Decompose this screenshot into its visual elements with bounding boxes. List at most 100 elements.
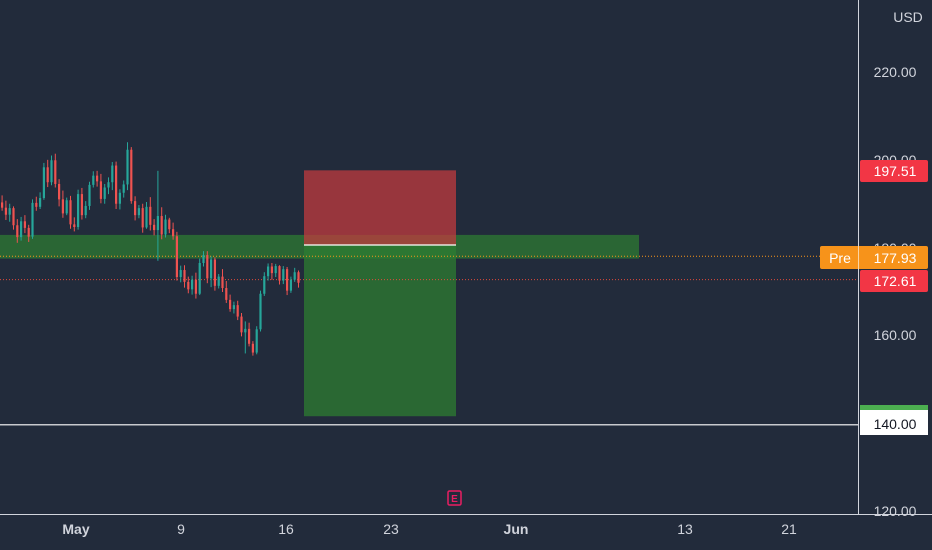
y-tick-220: 220.00 (874, 64, 917, 80)
candle-body (156, 216, 159, 231)
candle-body (259, 293, 262, 330)
last-price-badge: 172.61 (860, 270, 928, 292)
candle-body (118, 192, 121, 204)
svg-text:140.00: 140.00 (874, 416, 917, 432)
currency-label: USD (893, 9, 923, 25)
candle-body (126, 149, 129, 185)
time-axis[interactable]: May 9 16 23 Jun 13 21 (62, 521, 797, 537)
candle-body (23, 221, 26, 228)
candles (1, 142, 300, 356)
candle-body (96, 175, 99, 182)
candle-body (175, 236, 178, 278)
candle-body (172, 229, 175, 237)
candle-body (99, 181, 102, 199)
candle-body (16, 225, 19, 238)
candle-body (80, 194, 83, 216)
candle-body (141, 208, 144, 228)
y-tick-160: 160.00 (874, 327, 917, 343)
pre-market-value: 177.93 (874, 250, 917, 266)
x-tick-23: 23 (383, 521, 399, 537)
candle-body (217, 276, 220, 286)
candle-body (12, 208, 15, 226)
candle-body (153, 224, 156, 231)
candle-body (278, 266, 281, 281)
position-risk-area[interactable] (304, 170, 456, 246)
candle-body (73, 224, 76, 228)
candle-body (35, 202, 38, 207)
candle-body (282, 269, 285, 281)
svg-text:E: E (451, 494, 458, 505)
earnings-event-icon[interactable]: E (447, 490, 462, 506)
candle-body (221, 276, 224, 289)
candle-body (274, 266, 277, 274)
candle-body (50, 160, 53, 183)
x-tick-may: May (62, 521, 89, 537)
candle-body (4, 207, 7, 215)
candle-body (255, 329, 258, 353)
candle-body (191, 279, 194, 290)
candle-body (164, 219, 167, 235)
candle-body (115, 165, 118, 204)
candle-body (92, 175, 95, 185)
target-price-badge: 140.00 (860, 405, 928, 435)
candle-body (229, 299, 232, 310)
candle-body (84, 205, 87, 216)
candle-body (263, 276, 266, 294)
candle-body (213, 259, 216, 286)
pre-market-badge: Pre 177.93 (820, 246, 928, 269)
candle-body (297, 272, 300, 283)
candle-body (122, 184, 125, 193)
candle-body (160, 216, 163, 235)
pre-market-label: Pre (829, 250, 851, 266)
candle-body (134, 201, 137, 216)
candle-body (179, 270, 182, 278)
candle-body (225, 288, 228, 300)
candle-body (251, 343, 254, 353)
candle-body (61, 199, 64, 214)
candle-body (130, 149, 133, 202)
candle-body (187, 281, 190, 290)
candle-body (103, 187, 106, 199)
candle-body (137, 208, 140, 216)
candle-body (198, 263, 201, 294)
svg-text:172.61: 172.61 (874, 273, 917, 289)
candle-body (210, 259, 213, 279)
candle-body (270, 266, 273, 274)
candle-body (20, 221, 23, 238)
candle-body (88, 184, 91, 206)
candle-body (293, 272, 296, 280)
candle-body (240, 316, 243, 333)
svg-text:197.51: 197.51 (874, 163, 917, 179)
candle-body (194, 279, 197, 294)
candle-body (206, 255, 209, 279)
x-tick-jun: Jun (504, 521, 529, 537)
candle-body (289, 279, 292, 291)
candle-body (46, 167, 49, 183)
x-tick-16: 16 (278, 521, 294, 537)
candle-body (54, 160, 57, 184)
candle-body (145, 206, 148, 228)
x-tick-13: 13 (677, 521, 693, 537)
candle-body (77, 194, 80, 228)
candle-body (39, 198, 42, 207)
candle-body (267, 266, 270, 277)
candle-body (232, 305, 235, 310)
position-reward-area[interactable] (304, 245, 456, 417)
candle-body (65, 200, 68, 214)
x-tick-21: 21 (781, 521, 797, 537)
candle-body (69, 200, 72, 225)
candle-body (31, 202, 34, 237)
stop-price-badge: 197.51 (860, 160, 928, 182)
candle-body (58, 183, 61, 200)
candle-body (286, 269, 289, 291)
candle-body (168, 219, 171, 230)
candle-body (248, 328, 251, 344)
candle-body (149, 206, 152, 225)
candle-body (183, 270, 186, 282)
y-tick-120: 120.00 (874, 503, 917, 519)
candle-body (8, 208, 11, 215)
candle-body (202, 255, 205, 264)
candle-body (236, 305, 239, 317)
x-tick-9: 9 (177, 521, 185, 537)
